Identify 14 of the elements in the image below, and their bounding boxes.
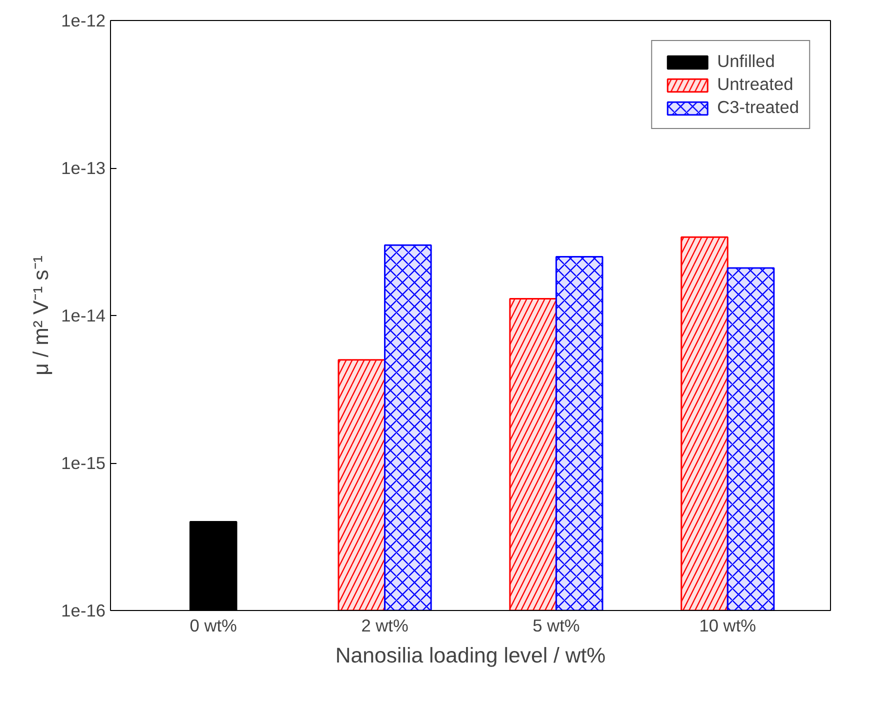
y-tick-label: 1e-16 <box>61 600 106 620</box>
legend-label: Unfilled <box>717 51 775 72</box>
y-tick-label: 1e-15 <box>61 453 106 473</box>
legend-label: C3-treated <box>717 97 799 118</box>
x-tick-label: 10 wt% <box>699 616 756 636</box>
y-tick-label: 1e-13 <box>61 158 106 178</box>
y-tick-label: 1e-14 <box>61 306 106 326</box>
legend-label: Untreated <box>717 74 794 95</box>
x-tick-label: 2 wt% <box>361 616 408 636</box>
x-axis-title: Nanosilia loading level / wt% <box>335 644 606 668</box>
y-tick-label: 1e-12 <box>61 10 106 30</box>
y-axis-title: μ / m² V⁻¹ s⁻¹ <box>29 256 54 376</box>
x-tick-label: 0 wt% <box>190 616 237 636</box>
x-tick-label: 5 wt% <box>532 616 580 636</box>
